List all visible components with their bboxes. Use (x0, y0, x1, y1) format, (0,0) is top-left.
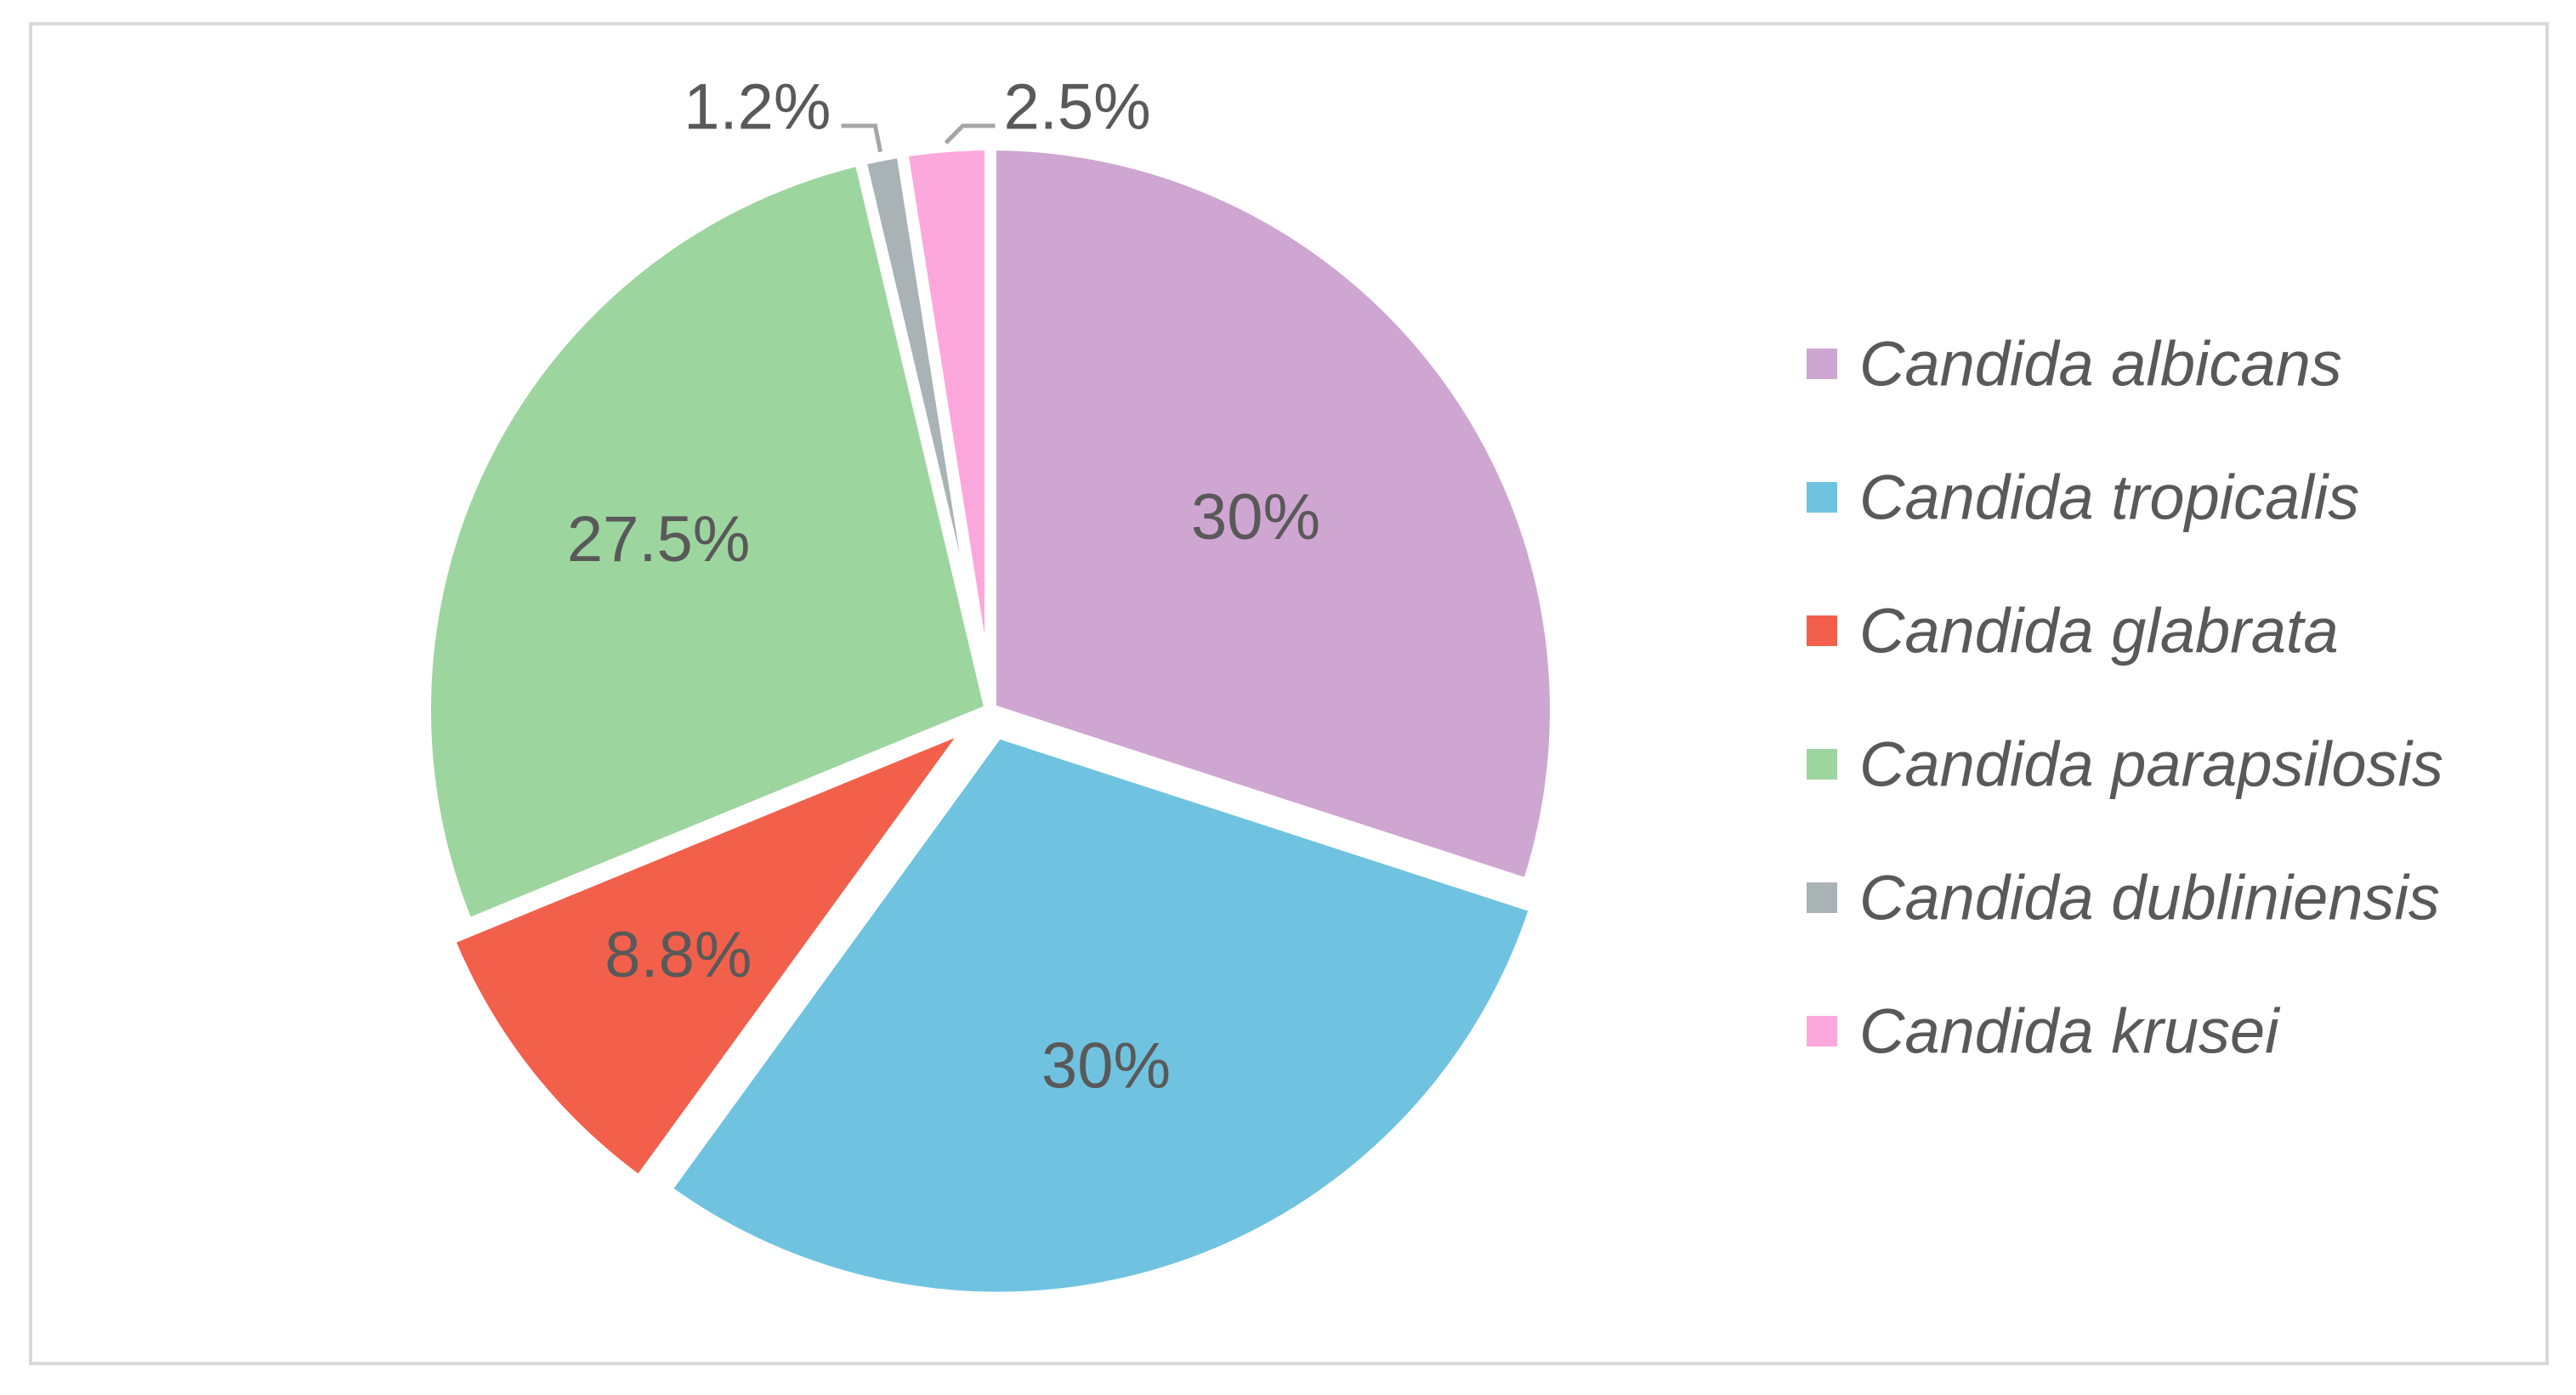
data-label-candida-albicans: 30% (1191, 481, 1320, 553)
pie-slice-candida-parapsilosis (419, 153, 996, 931)
legend-item-candida-glabrata: Candida glabrata (1807, 596, 2339, 666)
leader-lines (841, 123, 996, 153)
leader-line-candida-krusei (944, 123, 996, 145)
pie-slices (419, 139, 1562, 1304)
legend: Candida albicans Candida tropicalis Candid… (1807, 329, 2443, 1067)
legend-swatch-candida-parapsilosis (1807, 749, 1837, 780)
legend-label-candida-albicans: Candida albicans (1859, 329, 2342, 400)
legend-item-candida-parapsilosis: Candida parapsilosis (1807, 729, 2443, 800)
legend-swatch-candida-krusei (1807, 1016, 1837, 1046)
legend-swatch-candida-dubliniensis (1807, 882, 1837, 913)
legend-label-candida-parapsilosis: Candida parapsilosis (1859, 729, 2443, 800)
legend-swatch-candida-glabrata (1807, 615, 1837, 646)
data-labels: 30% 30% 8.8% 27.5% 1.2% 2.5% (567, 71, 1320, 1103)
legend-label-candida-dubliniensis: Candida dubliniensis (1859, 863, 2440, 933)
data-label-candida-parapsilosis: 27.5% (567, 503, 751, 576)
pie-slice-candida-albicans (984, 139, 1562, 891)
legend-item-candida-dubliniensis: Candida dubliniensis (1807, 863, 2440, 933)
pie-slice-candida-krusei (895, 139, 996, 716)
legend-label-candida-krusei: Candida krusei (1859, 996, 2281, 1067)
data-label-candida-krusei: 2.5% (1004, 71, 1151, 144)
legend-label-candida-tropicalis: Candida tropicalis (1859, 462, 2359, 533)
legend-item-candida-tropicalis: Candida tropicalis (1807, 462, 2359, 533)
legend-swatch-candida-albicans (1807, 349, 1837, 379)
legend-item-candida-krusei: Candida krusei (1807, 996, 2281, 1067)
data-label-candida-glabrata: 8.8% (604, 919, 752, 991)
legend-item-candida-albicans: Candida albicans (1807, 329, 2342, 400)
data-label-candida-dubliniensis: 1.2% (684, 71, 831, 144)
legend-swatch-candida-tropicalis (1807, 482, 1837, 513)
pie-slice-candida-tropicalis (659, 726, 1542, 1304)
data-label-candida-tropicalis: 30% (1041, 1029, 1171, 1102)
pie-slice-candida-glabrata (442, 718, 978, 1188)
leader-line-candida-dubliniensis (841, 123, 882, 153)
legend-label-candida-glabrata: Candida glabrata (1859, 596, 2339, 666)
